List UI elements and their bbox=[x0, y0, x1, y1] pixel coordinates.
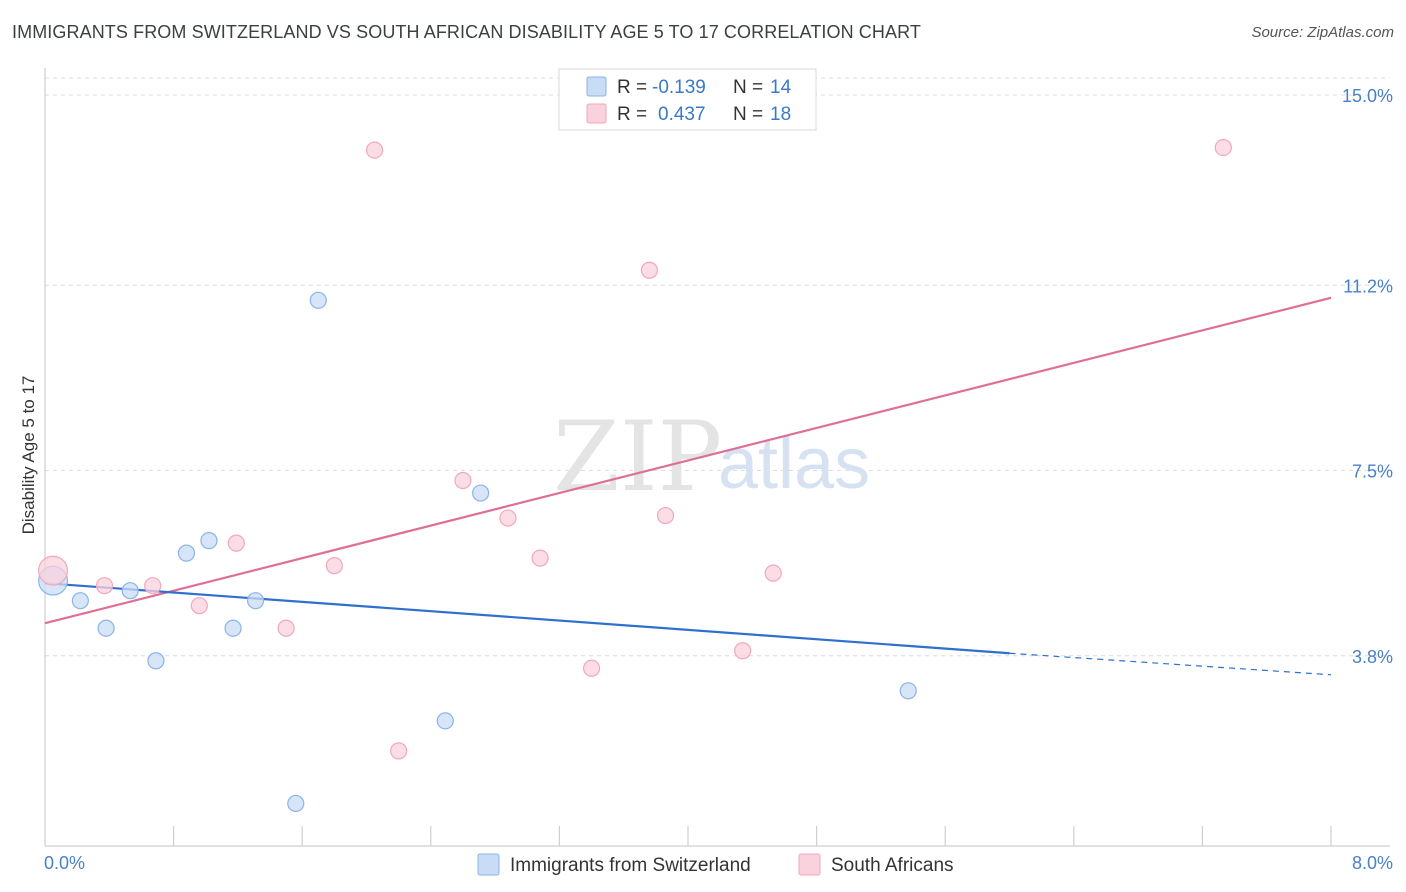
watermark-zip: ZIP bbox=[553, 401, 722, 513]
point-south-africans bbox=[325, 557, 343, 575]
legend-r-value-1: -0.139 bbox=[652, 77, 706, 98]
point-south-africans bbox=[640, 261, 659, 279]
point-south-africans bbox=[95, 577, 114, 595]
point-switzerland bbox=[71, 592, 89, 610]
legend-n-value-1: 14 bbox=[770, 77, 792, 98]
legend-swatch-south-africans bbox=[586, 103, 607, 124]
point-switzerland bbox=[309, 291, 327, 309]
point-south-africans bbox=[656, 506, 675, 525]
legend-n-label-2: N = bbox=[733, 104, 763, 125]
point-switzerland bbox=[200, 532, 218, 550]
point-south-africans bbox=[531, 549, 549, 567]
series-legend: Immigrants from Switzerland South Africa… bbox=[477, 853, 954, 876]
watermark-atlas: atlas bbox=[718, 424, 870, 504]
legend-swatch-switzerland bbox=[586, 76, 607, 97]
point-switzerland bbox=[287, 794, 305, 813]
legend-n-label-1: N = bbox=[733, 77, 763, 98]
chart-title: IMMIGRANTS FROM SWITZERLAND VS SOUTH AFR… bbox=[12, 22, 921, 42]
point-south-africans bbox=[454, 471, 472, 490]
watermark: ZIP atlas bbox=[553, 401, 870, 513]
legend-r-label-2: R = bbox=[617, 104, 647, 125]
trend-lines bbox=[44, 296, 1332, 676]
point-south-africans bbox=[734, 642, 752, 660]
stats-legend: R = -0.139 N = 14 R = 0.437 N = 18 bbox=[558, 68, 817, 131]
point-south-africans bbox=[764, 564, 782, 582]
tick-labels: 3.8% 7.5% 11.2% 15.0% 0.0% 8.0% bbox=[44, 86, 1393, 873]
point-south-africans bbox=[390, 742, 408, 760]
point-switzerland bbox=[121, 582, 139, 600]
trend-line-switzerland-extension bbox=[1009, 652, 1332, 676]
data-points bbox=[38, 139, 1232, 813]
legend-n-value-2: 18 bbox=[770, 104, 791, 125]
x-tick-label-min: 0.0% bbox=[44, 853, 85, 873]
grid-lines bbox=[45, 77, 1390, 657]
trend-line-south-africans bbox=[44, 296, 1332, 625]
point-south-africans bbox=[38, 555, 69, 586]
point-south-africans bbox=[582, 659, 601, 677]
point-south-africans bbox=[227, 534, 245, 552]
point-south-africans bbox=[365, 141, 384, 159]
y-tick-label: 11.2% bbox=[1343, 276, 1393, 296]
point-south-africans bbox=[190, 597, 208, 615]
y-axis-label: Disability Age 5 to 17 bbox=[19, 376, 38, 535]
source-label: Source: ZipAtlas.com bbox=[1251, 24, 1394, 41]
point-switzerland bbox=[436, 712, 454, 730]
point-switzerland bbox=[472, 484, 490, 502]
point-switzerland bbox=[224, 619, 242, 637]
series-legend-swatch-switzerland bbox=[477, 853, 500, 876]
point-switzerland bbox=[177, 544, 196, 562]
point-south-africans bbox=[277, 619, 295, 637]
point-switzerland bbox=[97, 619, 115, 637]
x-tick-label-max: 8.0% bbox=[1352, 853, 1393, 873]
legend-r-label-1: R = bbox=[617, 77, 647, 98]
axes bbox=[44, 68, 1390, 847]
point-switzerland bbox=[899, 682, 917, 700]
series-legend-label-south-africans: South Africans bbox=[831, 855, 954, 876]
legend-r-value-2: 0.437 bbox=[658, 104, 706, 125]
series-legend-swatch-south-africans bbox=[798, 853, 821, 876]
y-tick-label: 7.5% bbox=[1352, 462, 1393, 482]
series-legend-label-switzerland: Immigrants from Switzerland bbox=[510, 855, 751, 876]
point-south-africans bbox=[1214, 139, 1232, 157]
y-tick-label: 15.0% bbox=[1342, 86, 1393, 106]
point-south-africans bbox=[144, 577, 162, 595]
point-switzerland bbox=[246, 592, 265, 610]
trend-line-switzerland bbox=[44, 582, 1010, 655]
point-switzerland bbox=[147, 652, 165, 670]
point-south-africans bbox=[499, 509, 517, 527]
y-tick-label: 3.8% bbox=[1352, 647, 1393, 667]
